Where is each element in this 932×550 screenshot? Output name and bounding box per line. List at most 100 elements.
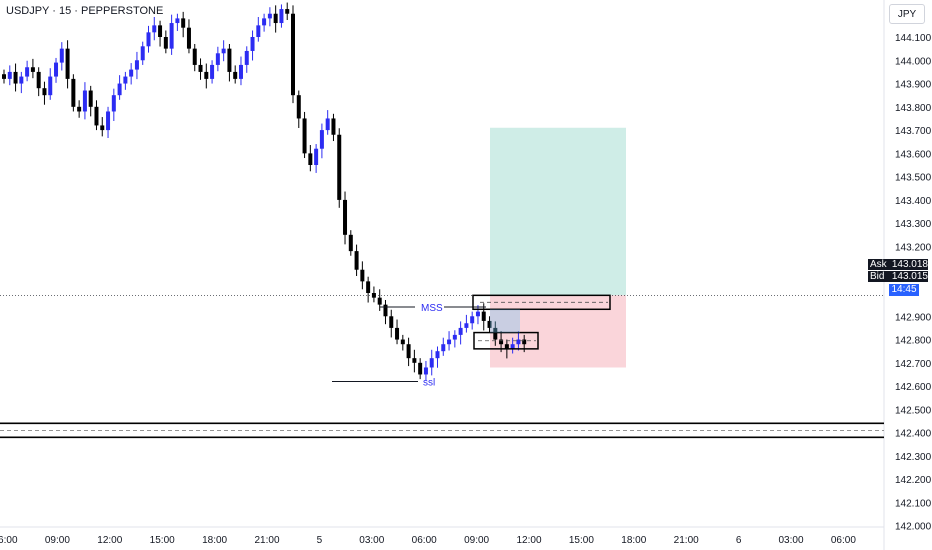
candle-body bbox=[163, 37, 168, 49]
y-tick-label: 142.000 bbox=[895, 522, 932, 533]
ask-label: Ask bbox=[870, 259, 887, 270]
candle-body bbox=[285, 9, 290, 14]
candle-body bbox=[111, 95, 116, 112]
candle-body bbox=[7, 71, 12, 79]
y-tick-label: 142.900 bbox=[895, 312, 932, 323]
x-tick-label: 18:00 bbox=[202, 535, 227, 546]
candle-body bbox=[522, 339, 527, 345]
candle-body bbox=[146, 32, 151, 47]
candle-body bbox=[186, 27, 191, 49]
candle-body bbox=[123, 76, 128, 84]
candle-body bbox=[371, 293, 376, 298]
candle-body bbox=[48, 76, 53, 96]
bid-label: Bid bbox=[870, 271, 885, 282]
candle-body bbox=[510, 344, 515, 349]
candle-body bbox=[418, 362, 423, 375]
candle-body bbox=[42, 88, 47, 96]
order-block-upper bbox=[472, 294, 611, 311]
x-tick-label: 09:00 bbox=[45, 535, 70, 546]
candle-body bbox=[366, 281, 371, 294]
candle-body bbox=[181, 18, 186, 28]
candle-body bbox=[458, 327, 463, 335]
y-tick-label: 142.600 bbox=[895, 382, 932, 393]
candle-body bbox=[331, 118, 336, 135]
candle-body bbox=[406, 344, 411, 359]
candle-body bbox=[481, 311, 486, 321]
candle-body bbox=[238, 64, 243, 79]
candle-body bbox=[100, 125, 105, 131]
candle-body bbox=[198, 64, 203, 72]
candle-body bbox=[475, 311, 480, 317]
candle-body bbox=[59, 48, 64, 63]
mss-label: MSS bbox=[421, 303, 443, 314]
candle-body bbox=[94, 106, 99, 126]
candle-body bbox=[429, 358, 434, 368]
x-tick-label: 21:00 bbox=[254, 535, 279, 546]
candle-body bbox=[129, 69, 134, 77]
candle-body bbox=[383, 304, 388, 317]
candle-body bbox=[273, 13, 278, 24]
candle-body bbox=[395, 327, 400, 340]
y-tick-label: 143.600 bbox=[895, 149, 932, 160]
y-tick-label: 143.700 bbox=[895, 126, 932, 137]
candle-body bbox=[262, 18, 267, 26]
bid-tag: Bid 143.015 bbox=[868, 271, 928, 282]
candle-body bbox=[140, 46, 145, 61]
y-tick-label: 143.200 bbox=[895, 243, 932, 254]
x-tick-label: 06:00 bbox=[831, 535, 856, 546]
candle-body bbox=[296, 95, 301, 119]
x-tick-label: 06:00 bbox=[0, 535, 18, 546]
candle-body bbox=[13, 71, 18, 84]
candle-body bbox=[470, 316, 475, 324]
x-tick-label: 18:00 bbox=[621, 535, 646, 546]
candle-body bbox=[493, 327, 498, 340]
y-tick-label: 142.500 bbox=[895, 405, 932, 416]
candle-body bbox=[19, 76, 24, 84]
currency-button[interactable]: JPY bbox=[889, 4, 925, 24]
candle-body bbox=[169, 23, 174, 49]
candle-body bbox=[499, 339, 504, 345]
candle-body bbox=[65, 48, 70, 79]
candle-body bbox=[412, 358, 417, 363]
candle-body bbox=[302, 118, 307, 154]
candle-body bbox=[175, 18, 180, 24]
x-tick-label: 15:00 bbox=[569, 535, 594, 546]
candle-body bbox=[152, 25, 157, 33]
y-tick-label: 143.800 bbox=[895, 103, 932, 114]
candle-body bbox=[106, 111, 111, 131]
candle-body bbox=[36, 71, 41, 89]
y-tick-label: 143.400 bbox=[895, 196, 932, 207]
y-tick-label: 142.200 bbox=[895, 475, 932, 486]
candle-body bbox=[204, 71, 209, 79]
y-tick-label: 144.100 bbox=[895, 33, 932, 44]
candle-body bbox=[250, 37, 255, 51]
y-tick-label: 143.300 bbox=[895, 219, 932, 230]
ssl-label: ssl bbox=[423, 377, 435, 388]
candle-body bbox=[117, 83, 122, 96]
candle-body bbox=[400, 339, 405, 345]
take-profit-zone bbox=[490, 127, 626, 296]
order-block-lower bbox=[473, 331, 539, 350]
x-tick-label: 03:00 bbox=[778, 535, 803, 546]
y-tick-label: 142.700 bbox=[895, 359, 932, 370]
candle-body bbox=[435, 351, 440, 359]
fair-value-gap-highlight bbox=[490, 309, 520, 333]
candle-body bbox=[464, 323, 469, 328]
bar-countdown: 14:45 bbox=[889, 284, 919, 296]
candle-body bbox=[215, 53, 220, 65]
candle-body bbox=[25, 67, 30, 77]
candle-body bbox=[82, 90, 87, 112]
candle-body bbox=[423, 367, 428, 375]
candle-body bbox=[227, 48, 232, 72]
x-tick-label: 06:00 bbox=[412, 535, 437, 546]
candle-body bbox=[30, 67, 35, 72]
candle-body bbox=[77, 106, 82, 112]
candle-body bbox=[348, 234, 353, 252]
candle-body bbox=[487, 320, 492, 328]
y-tick-label: 142.100 bbox=[895, 499, 932, 510]
x-tick-label: 03:00 bbox=[359, 535, 384, 546]
y-tick-label: 142.800 bbox=[895, 336, 932, 347]
candle-body bbox=[71, 78, 76, 107]
x-tick-label: 21:00 bbox=[674, 535, 699, 546]
